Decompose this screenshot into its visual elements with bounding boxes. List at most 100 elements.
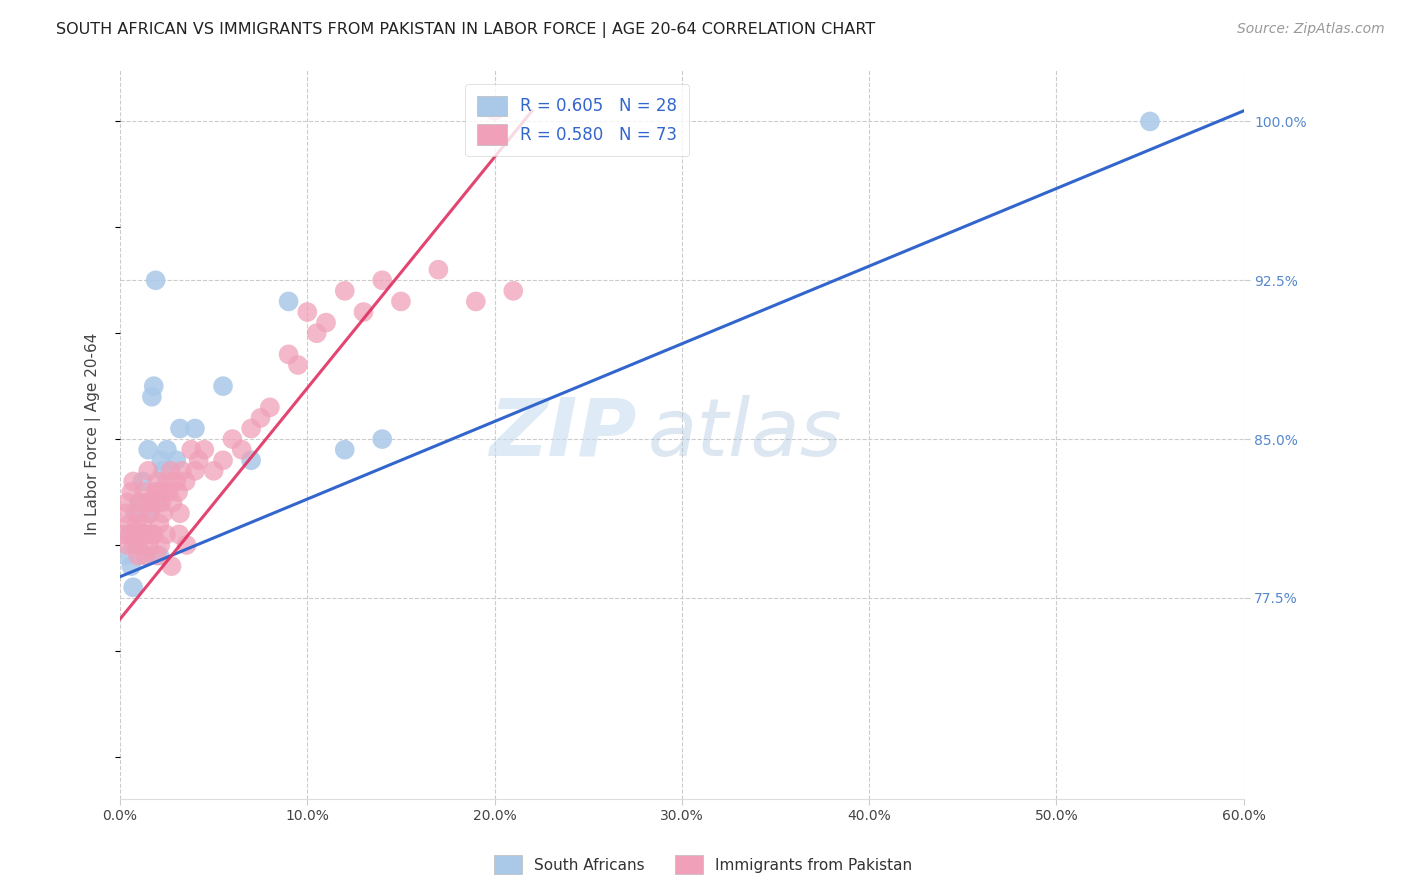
Point — [146, 495, 169, 509]
Point — [127, 549, 149, 563]
Point — [118, 516, 141, 531]
Point — [170, 464, 193, 478]
Point — [145, 549, 167, 563]
Point — [427, 262, 450, 277]
Point — [141, 495, 163, 509]
Point — [184, 464, 207, 478]
Point — [136, 464, 159, 478]
Point — [122, 475, 145, 489]
Point — [142, 379, 165, 393]
Point — [145, 273, 167, 287]
Point — [148, 516, 170, 531]
Point — [160, 559, 183, 574]
Point — [118, 527, 141, 541]
Point — [212, 453, 235, 467]
Point — [249, 411, 271, 425]
Point — [174, 475, 197, 489]
Point — [193, 442, 215, 457]
Point — [153, 485, 176, 500]
Point — [114, 506, 136, 520]
Point — [152, 506, 174, 520]
Point — [333, 442, 356, 457]
Point — [129, 527, 152, 541]
Point — [287, 358, 309, 372]
Point — [156, 475, 179, 489]
Point — [277, 347, 299, 361]
Point — [167, 527, 190, 541]
Point — [120, 527, 142, 541]
Text: Source: ZipAtlas.com: Source: ZipAtlas.com — [1237, 22, 1385, 37]
Point — [259, 401, 281, 415]
Point — [464, 294, 486, 309]
Point — [135, 549, 157, 563]
Point — [371, 432, 394, 446]
Point — [139, 506, 162, 520]
Point — [184, 421, 207, 435]
Point — [115, 538, 138, 552]
Point — [152, 464, 174, 478]
Point — [125, 516, 148, 531]
Point — [353, 305, 375, 319]
Point — [159, 464, 181, 478]
Point — [297, 305, 319, 319]
Point — [117, 495, 139, 509]
Point — [135, 527, 157, 541]
Point — [112, 527, 135, 541]
Point — [484, 103, 506, 118]
Point — [240, 453, 263, 467]
Point — [157, 485, 180, 500]
Point — [165, 475, 187, 489]
Point — [333, 284, 356, 298]
Point — [122, 580, 145, 594]
Point — [142, 527, 165, 541]
Point — [212, 379, 235, 393]
Point — [165, 453, 187, 467]
Point — [142, 527, 165, 541]
Point — [150, 453, 173, 467]
Point — [129, 495, 152, 509]
Point — [145, 485, 167, 500]
Legend: R = 0.605   N = 28, R = 0.580   N = 73: R = 0.605 N = 28, R = 0.580 N = 73 — [465, 84, 689, 156]
Point — [134, 527, 156, 541]
Point — [146, 485, 169, 500]
Point — [169, 421, 191, 435]
Point — [202, 464, 225, 478]
Point — [148, 549, 170, 563]
Point — [124, 527, 146, 541]
Point — [221, 432, 243, 446]
Y-axis label: In Labor Force | Age 20-64: In Labor Force | Age 20-64 — [86, 333, 101, 535]
Point — [122, 538, 145, 552]
Point — [277, 294, 299, 309]
Point — [141, 390, 163, 404]
Text: SOUTH AFRICAN VS IMMIGRANTS FROM PAKISTAN IN LABOR FORCE | AGE 20-64 CORRELATION: SOUTH AFRICAN VS IMMIGRANTS FROM PAKISTA… — [56, 22, 876, 38]
Point — [125, 538, 148, 552]
Point — [180, 442, 202, 457]
Point — [146, 475, 169, 489]
Point — [150, 495, 173, 509]
Point — [131, 475, 153, 489]
Point — [231, 442, 253, 457]
Point — [120, 559, 142, 574]
Text: ZIP: ZIP — [489, 395, 637, 473]
Point — [187, 453, 209, 467]
Point — [124, 506, 146, 520]
Point — [114, 549, 136, 563]
Point — [502, 284, 524, 298]
Point — [138, 538, 160, 552]
Point — [389, 294, 412, 309]
Point — [149, 538, 172, 552]
Point — [176, 538, 198, 552]
Point — [131, 516, 153, 531]
Point — [162, 495, 184, 509]
Point — [136, 495, 159, 509]
Point — [240, 421, 263, 435]
Point — [134, 549, 156, 563]
Point — [128, 538, 150, 552]
Point — [134, 485, 156, 500]
Point — [155, 527, 177, 541]
Point — [128, 495, 150, 509]
Point — [128, 506, 150, 520]
Point — [167, 485, 190, 500]
Point — [305, 326, 328, 341]
Point — [371, 273, 394, 287]
